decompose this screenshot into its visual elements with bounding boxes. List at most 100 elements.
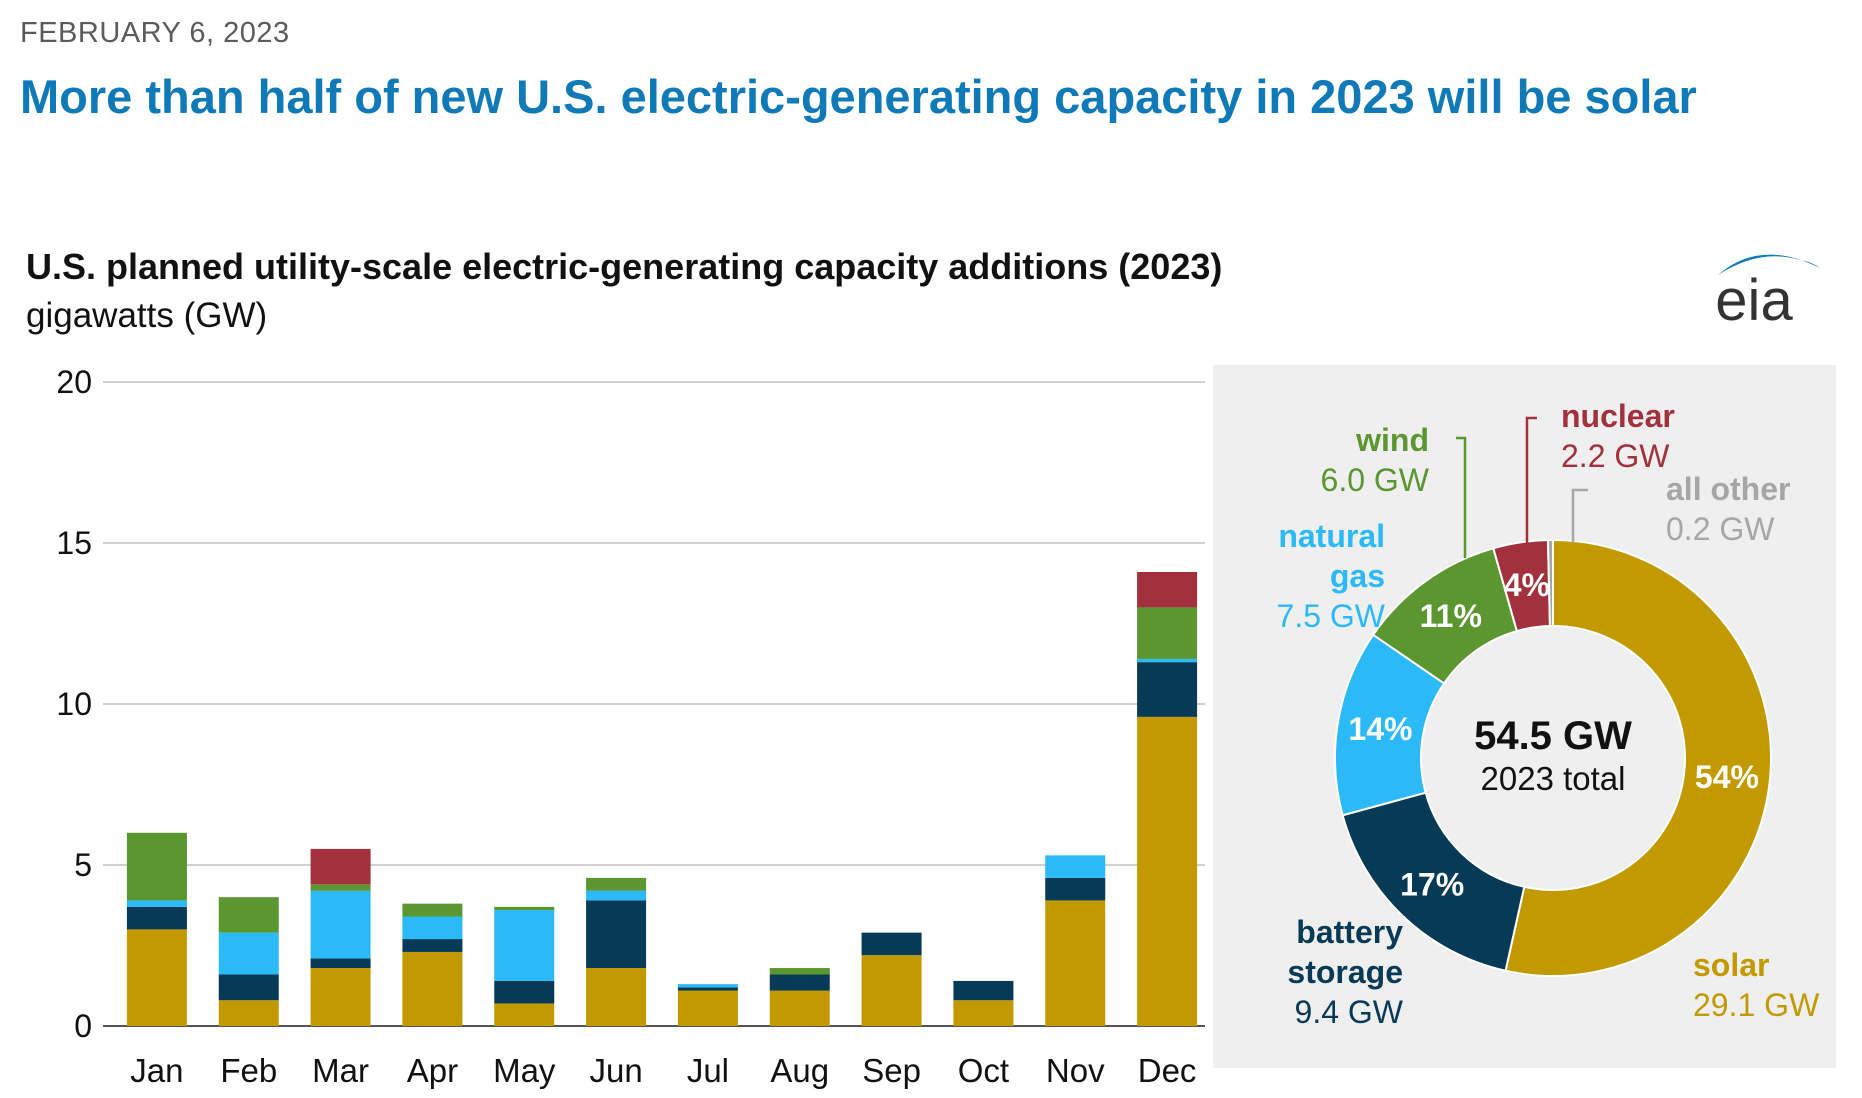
x-tick-label: Aug — [770, 1052, 829, 1089]
donut-chart: 54% 17% 14% 11% 4% solar 29.1 GW battery storag… — [1277, 398, 1821, 1030]
bar-segment-natural-gas — [494, 910, 555, 981]
slice-value-battery-storage: 9.4 GW — [1295, 994, 1404, 1030]
slice-name-battery-storage: battery — [1296, 914, 1403, 950]
bar-segment-solar — [494, 1003, 555, 1026]
x-tick-label: Apr — [407, 1052, 458, 1089]
bar-segment-battery-storage — [1137, 662, 1198, 717]
slice-percent-nuclear: 4% — [1504, 567, 1550, 603]
bar-segment-solar — [769, 990, 830, 1026]
bar-segment-solar — [586, 968, 647, 1026]
y-axis-ticks: 0 5 10 15 20 — [56, 364, 92, 1044]
bar-segment-battery-storage — [494, 980, 555, 1004]
bar-segment-battery-storage — [769, 974, 830, 991]
bar-segment-solar — [1137, 716, 1198, 1026]
donut-total-value: 54.5 GW — [1474, 714, 1632, 758]
eia-logo-swoosh — [1718, 254, 1820, 275]
gridlines — [103, 381, 1205, 1027]
leader-line-nuclear — [1525, 416, 1537, 552]
bar-segment-natural-gas — [218, 932, 279, 975]
bar-segment-battery-storage — [677, 987, 738, 991]
slice-percent-labels: 54% 17% 14% 11% 4% — [1348, 567, 1759, 903]
slice-name-battery-storage: storage — [1287, 954, 1403, 990]
donut-slices — [1334, 538, 1772, 977]
leader-line-wind — [1456, 436, 1467, 558]
y-tick-label: 15 — [56, 525, 92, 561]
x-tick-label: Dec — [1138, 1052, 1197, 1089]
bar-segment-solar — [677, 990, 738, 1026]
slice-name-solar: solar — [1693, 947, 1769, 983]
donut-panel: 54% 17% 14% 11% 4% solar 29.1 GW battery storag… — [1213, 365, 1836, 1068]
slice-value-natural-gas: 7.5 GW — [1277, 598, 1386, 634]
x-tick-label: Feb — [220, 1052, 277, 1089]
bar-segment-wind — [126, 832, 187, 901]
x-tick-label: Nov — [1046, 1052, 1105, 1089]
bar-segment-battery-storage — [310, 958, 371, 969]
x-tick-label: Jun — [589, 1052, 642, 1089]
y-axis-units: gigawatts (GW) — [26, 296, 268, 335]
bar-segment-natural-gas — [586, 890, 647, 901]
slice-name-natural-gas: gas — [1330, 558, 1385, 594]
x-tick-label: Jul — [687, 1052, 729, 1089]
bar-segment-natural-gas — [402, 916, 463, 940]
slice-name-nuclear: nuclear — [1561, 398, 1675, 434]
bar-segment-battery-storage — [402, 939, 463, 952]
bar-segment-wind — [310, 884, 371, 891]
publish-date: FEBRUARY 6, 2023 — [20, 17, 290, 49]
chart-title: U.S. planned utility-scale electric-gene… — [26, 246, 1223, 287]
slice-value-all-other: 0.2 GW — [1666, 511, 1775, 547]
bar-segment-battery-storage — [586, 900, 647, 969]
bars — [126, 571, 1198, 1026]
slice-value-solar: 29.1 GW — [1693, 987, 1820, 1023]
x-axis-labels: Jan Feb Mar Apr May Jun Jul Aug Sep Oct Nov Dec — [130, 1052, 1196, 1089]
y-tick-label: 20 — [56, 364, 92, 400]
bar-segment-wind — [769, 968, 830, 975]
bar-segment-wind — [586, 877, 647, 891]
slice-percent-natural-gas: 14% — [1348, 711, 1412, 747]
donut-slice-solar — [1504, 538, 1772, 977]
bar-segment-solar — [1045, 900, 1106, 1026]
x-tick-label: Oct — [958, 1052, 1009, 1089]
leader-lines — [1456, 416, 1588, 558]
bar-segment-solar — [310, 968, 371, 1026]
slice-percent-wind: 11% — [1420, 598, 1482, 634]
bar-segment-nuclear — [310, 848, 371, 885]
bar-segment-wind — [1137, 607, 1198, 659]
bar-segment-solar — [126, 929, 187, 1026]
bar-segment-wind — [494, 906, 555, 911]
bar-segment-natural-gas — [126, 900, 187, 907]
slice-labels: solar 29.1 GW battery storage 9.4 GW natural g… — [1277, 398, 1821, 1030]
bar-segment-nuclear — [1137, 571, 1198, 608]
bar-segment-battery-storage — [1045, 877, 1106, 901]
slice-percent-battery-storage: 17% — [1400, 867, 1464, 903]
bar-segment-natural-gas — [1137, 658, 1198, 663]
bar-segment-solar — [861, 955, 922, 1026]
x-tick-label: Mar — [312, 1052, 369, 1089]
stacked-bar-chart: 0 5 10 15 20 Jan Feb Mar Apr May Jun Jul Aug Sep Oct N… — [56, 364, 1205, 1089]
eia-logo-text: eia — [1715, 268, 1793, 330]
slice-value-wind: 6.0 GW — [1321, 462, 1430, 498]
bar-segment-wind — [402, 903, 463, 917]
y-tick-label: 5 — [74, 847, 92, 883]
bar-segment-battery-storage — [953, 980, 1014, 1001]
bar-segment-battery-storage — [218, 974, 279, 1001]
bar-segment-wind — [218, 897, 279, 933]
slice-value-nuclear: 2.2 GW — [1561, 438, 1670, 474]
donut-slice-all-other — [1546, 538, 1554, 628]
y-tick-label: 10 — [56, 686, 92, 722]
bar-segment-battery-storage — [861, 932, 922, 956]
leader-line-all-other — [1571, 488, 1588, 543]
x-tick-label: May — [493, 1052, 556, 1089]
bar-segment-natural-gas — [310, 890, 371, 959]
slice-name-natural-gas: natural — [1278, 518, 1385, 554]
bar-segment-solar — [402, 951, 463, 1026]
x-tick-label: Sep — [862, 1052, 921, 1089]
donut-slice-battery-storage — [1341, 791, 1526, 972]
slice-name-wind: wind — [1355, 422, 1429, 458]
slice-percent-solar: 54% — [1695, 759, 1759, 795]
eia-logo: eia — [1715, 254, 1820, 330]
bar-segment-battery-storage — [126, 906, 187, 930]
slice-name-all-other: all other — [1666, 471, 1790, 507]
bar-segment-solar — [953, 1000, 1014, 1026]
donut-total-caption: 2023 total — [1481, 760, 1626, 797]
bar-segment-natural-gas — [1045, 855, 1106, 878]
